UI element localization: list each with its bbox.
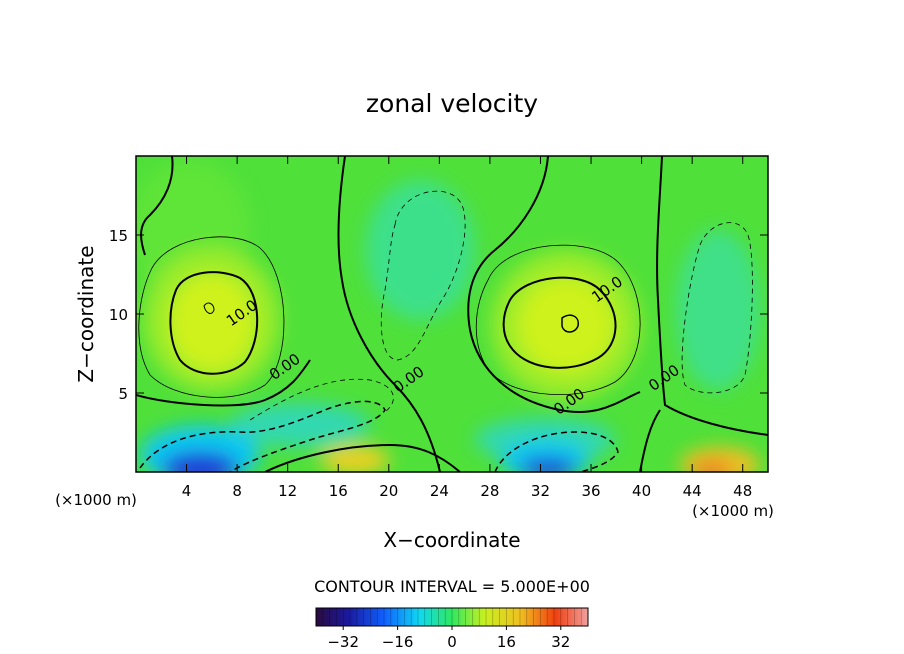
- x-tick-label: 4: [182, 482, 192, 500]
- zero-contour-left-lower: [136, 359, 311, 407]
- contour-lines: [136, 156, 768, 472]
- zero-contour-center-right: [467, 156, 641, 413]
- x-tick-label: 36: [581, 482, 600, 500]
- neg-contour-lower-thin: [249, 378, 394, 421]
- five-contour-right: [475, 244, 641, 396]
- y-tick-label: 10: [109, 306, 128, 324]
- contour-interval-text: CONTOUR INTERVAL = 5.000E+00: [314, 577, 590, 596]
- x-tick-label: 8: [232, 482, 242, 500]
- neg-contour-right: [681, 222, 753, 394]
- five-contour-left: [138, 236, 285, 398]
- x-tick-label: 20: [379, 482, 398, 500]
- colorbar-tick-label: 16: [497, 633, 516, 651]
- ten-contour-right: [502, 276, 617, 369]
- x-tick-label: 16: [329, 482, 348, 500]
- chart-title: zonal velocity: [366, 89, 538, 118]
- x-axis: 4 8 12 16 20 24 28 32 36 40 44 48: [182, 156, 752, 500]
- x-tick-label: 48: [733, 482, 752, 500]
- colorbar-tick-label: −16: [382, 633, 414, 651]
- x-tick-label: 32: [531, 482, 550, 500]
- ten-contour-left: [169, 271, 259, 375]
- colorbar-stripes: [315, 608, 589, 626]
- x-tick-label: 44: [683, 482, 702, 500]
- neg-contour-center: [380, 190, 466, 361]
- neg-contour-lower-left: [139, 400, 386, 472]
- y-axis-label: Z−coordinate: [74, 245, 98, 382]
- x-axis-label: X−coordinate: [383, 528, 520, 552]
- zero-contour-bottom: [264, 443, 461, 472]
- y-tick-label: 15: [109, 227, 128, 245]
- colorbar-tick-label: 32: [551, 633, 570, 651]
- y-axis: 5 10 15: [109, 227, 768, 403]
- colorbar-ticks: −32 −16 0 16 32: [327, 626, 570, 651]
- y-tick-label: 5: [118, 385, 128, 403]
- zero-contour-right: [656, 156, 768, 436]
- colorbar-tick-label: −32: [327, 633, 359, 651]
- inner-contour-left: [203, 302, 215, 314]
- neg-contour-lower-middle: [494, 431, 619, 472]
- z-unit-label: (×1000 m): [692, 502, 774, 520]
- x-unit-label: (×1000 m): [55, 491, 137, 509]
- zero-contour-center: [337, 156, 441, 472]
- zero-contour-left: [140, 156, 174, 256]
- colorbar-tick-label: 0: [447, 633, 457, 651]
- inner-ten-contour-right: [561, 314, 579, 333]
- x-tick-label: 24: [430, 482, 449, 500]
- colorbar: −32 −16 0 16 32: [315, 607, 589, 651]
- x-tick-label: 40: [632, 482, 651, 500]
- x-tick-label: 28: [480, 482, 499, 500]
- x-tick-label: 12: [278, 482, 297, 500]
